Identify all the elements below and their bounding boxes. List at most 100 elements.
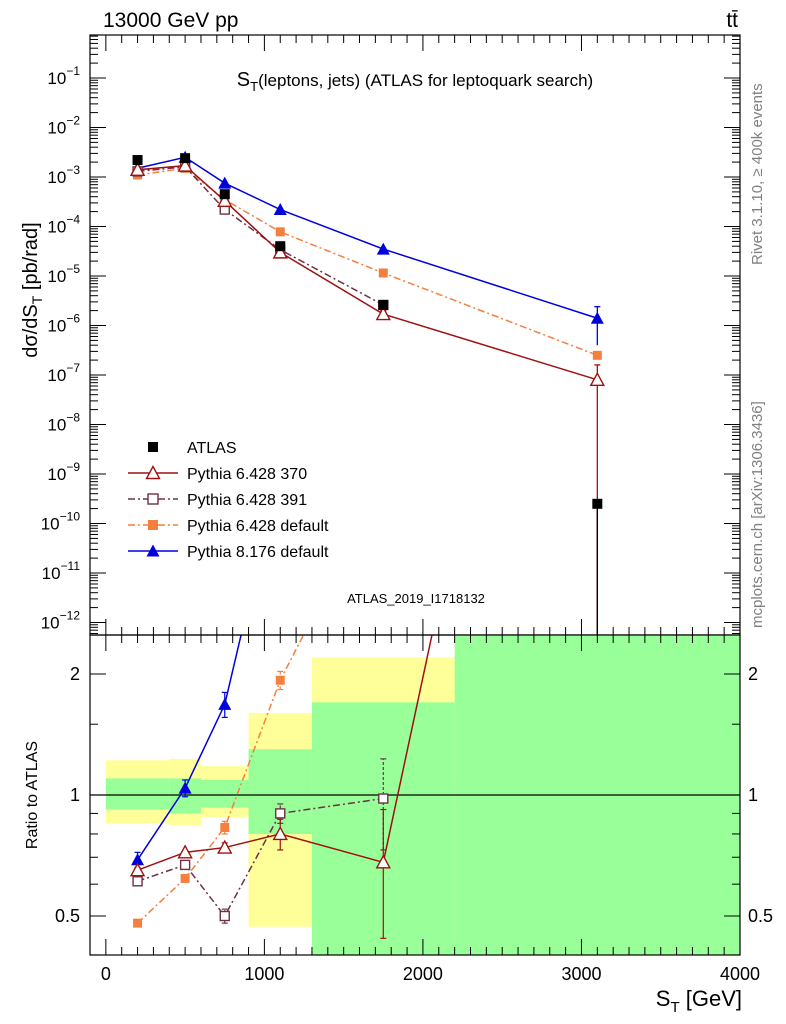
main-ytick-label: 10−9 — [47, 460, 80, 484]
data-point — [376, 242, 390, 255]
data-point — [272, 244, 288, 259]
legend-item-4: Pythia 8.176 default — [128, 544, 329, 561]
xtick-label: 4000 — [720, 964, 760, 984]
data-point — [375, 306, 391, 321]
main-ylabel-main: dσ/dS — [20, 304, 42, 358]
series-line — [137, 167, 598, 357]
main-ytick-label: 10−11 — [42, 559, 81, 583]
legend-label: Pythia 6.428 391 — [187, 492, 307, 509]
legend-marker — [148, 442, 158, 452]
main-title-rest: (leptons, jets) (ATLAS for leptoquark se… — [258, 71, 593, 90]
main-ylabel-rest: [pb/rad] — [20, 222, 42, 295]
data-point — [217, 192, 233, 208]
ratio-ytick-label: 2 — [70, 664, 80, 684]
legend-marker — [145, 465, 161, 480]
main-panel: 10−1 10−2 10−3 10−4 10−5 10−6 10−7 10−8 10−9 10−1… — [20, 34, 741, 636]
ratio-point — [217, 839, 233, 854]
legend-item-1: Pythia 6.428 370 — [128, 465, 307, 483]
main-title-sub: T — [250, 79, 258, 94]
series-line — [137, 156, 598, 319]
ratio-ytick-label: 0.5 — [55, 906, 80, 926]
main-ylabel: dσ/dST [pb/rad] — [20, 222, 45, 357]
ratio-point — [219, 910, 230, 922]
ratio-series-0 — [129, 635, 433, 939]
main-series-3 — [133, 163, 602, 360]
main-ytick-label: 10−12 — [41, 609, 81, 633]
main-series — [129, 150, 605, 635]
series-line — [137, 164, 598, 381]
xtick-label: 3000 — [561, 964, 601, 984]
x-label-sub: T — [670, 999, 679, 1016]
ratio-point — [275, 675, 285, 685]
mcplots-label: mcplots.cern.ch [arXiv:1306.3436] — [749, 401, 766, 628]
legend-item-3: Pythia 6.428 default — [128, 518, 329, 535]
data-point — [180, 153, 191, 164]
main-ytick-label: 10−6 — [47, 312, 80, 336]
main-ytick-label: 10−5 — [47, 262, 80, 286]
ratio-ytick-label-right: 0.5 — [748, 906, 773, 926]
data-point — [219, 189, 230, 200]
ratio-ytick-label-right: 1 — [748, 785, 758, 805]
main-title-s: S — [237, 69, 250, 91]
legend-label: Pythia 6.428 default — [187, 518, 329, 535]
legend-item-2: Pythia 6.428 391 — [128, 492, 307, 509]
ratio-point — [177, 844, 193, 859]
legend-marker — [147, 493, 159, 505]
ratio-line — [137, 635, 305, 924]
ratio-point — [220, 823, 230, 833]
main-ylabel-sub: T — [29, 295, 45, 304]
ratio-point — [378, 793, 389, 804]
xtick-label: 0 — [101, 964, 111, 984]
main-ytick-label: 10−2 — [47, 114, 80, 138]
ratio-point — [180, 873, 190, 883]
legend-label: ATLAS — [187, 440, 237, 457]
ratio-ytick-label-right: 2 — [748, 664, 758, 684]
ratio-ylabel: Ratio to ATLAS — [24, 741, 41, 849]
data-point — [378, 299, 389, 310]
x-label-rest: [GeV] — [680, 986, 742, 1011]
ratio-series-3 — [131, 635, 242, 869]
ratio-line — [137, 797, 384, 918]
ratio-series — [129, 635, 433, 939]
main-ytick-label: 10−7 — [47, 361, 80, 385]
header-energy: 13000 GeV pp — [103, 9, 238, 32]
main-ytick-label: 10−4 — [47, 213, 80, 237]
data-point — [275, 227, 285, 237]
main-ytick-label: 10−8 — [47, 411, 80, 435]
ratio-line — [136, 635, 242, 861]
xtick-label: 2000 — [403, 964, 443, 984]
x-axis-label: ST [GeV] — [656, 986, 742, 1016]
data-point — [132, 155, 143, 166]
ratio-series-2 — [133, 635, 305, 928]
ratio-point — [179, 859, 191, 871]
legend-label: Pythia 6.428 370 — [187, 466, 307, 483]
ratio-series-1 — [132, 758, 389, 924]
x-label-main: S — [656, 986, 671, 1011]
data-point — [129, 161, 146, 176]
legend-marker — [146, 544, 160, 557]
data-point — [275, 241, 286, 252]
data-point — [589, 371, 605, 386]
ratio-point — [132, 876, 143, 887]
ratio-point — [218, 697, 232, 710]
data-point — [378, 268, 388, 278]
ratio-series-group — [129, 635, 433, 939]
data-point — [218, 176, 232, 189]
xtick-label: 1000 — [244, 964, 284, 984]
ratio-point — [375, 854, 391, 869]
data-point — [590, 311, 604, 324]
ratio-point — [131, 853, 145, 866]
data-point — [273, 203, 287, 216]
data-point — [592, 350, 602, 360]
ratio-point — [178, 781, 192, 794]
legend-marker — [148, 520, 158, 530]
legend-item-0: ATLAS — [148, 440, 237, 457]
header-process: tt̄ — [726, 9, 738, 32]
ratio-point — [275, 808, 286, 819]
series-line — [137, 166, 384, 306]
ratio-ytick-label: 1 — [70, 785, 80, 805]
main-ytick-label: 10−3 — [47, 163, 80, 187]
ratio-axes: 0.5 0.5 1 1 2 2 0 1000 2000 3000 4000 — [55, 635, 773, 984]
main-axes: 10−1 10−2 10−3 10−4 10−5 10−6 10−7 10−8 10−9 10−1… — [41, 35, 741, 635]
